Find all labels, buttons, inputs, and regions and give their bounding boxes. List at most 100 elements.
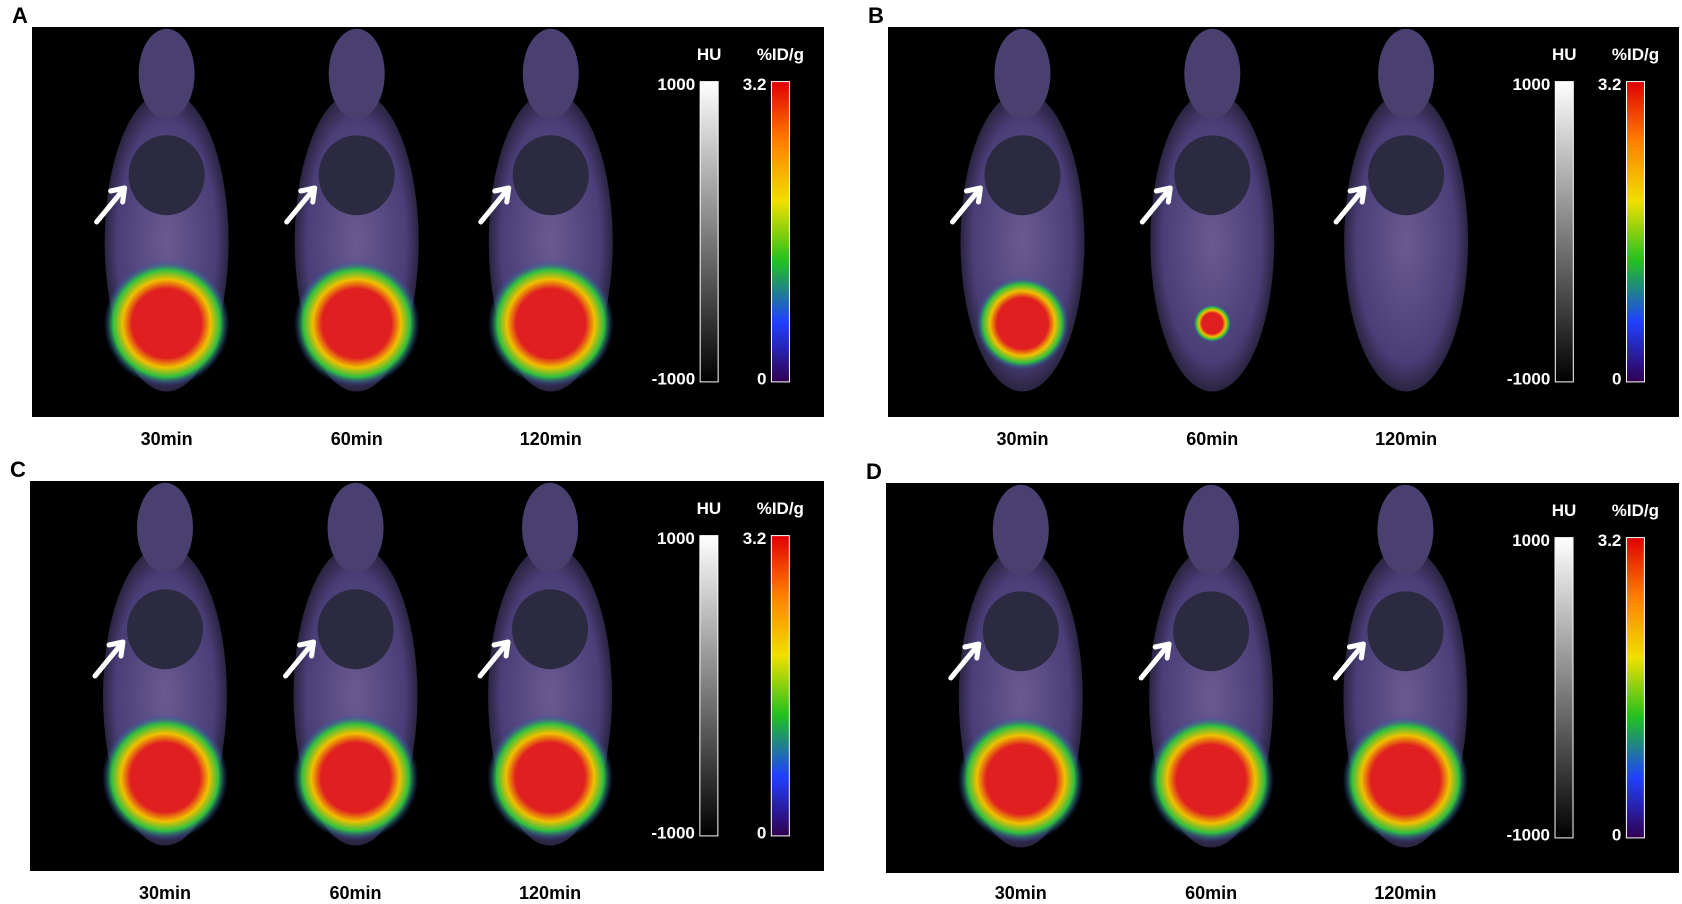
arrow	[1332, 641, 1366, 681]
mouse-image	[94, 28, 230, 392]
time-label: 120min	[1375, 429, 1437, 449]
mouse-image	[1139, 28, 1275, 392]
mouse-head	[327, 482, 384, 573]
mouse-chest	[1367, 591, 1444, 672]
panel-label: A	[12, 3, 28, 28]
colorbar-label: HU	[697, 45, 722, 64]
bladder-uptake	[957, 716, 1084, 843]
colorbar-label: 0	[1612, 369, 1621, 388]
time-label: 120min	[1374, 883, 1436, 903]
time-label: 30min	[995, 883, 1047, 903]
colorbar-label: %ID/g	[757, 499, 804, 518]
arrow	[1139, 185, 1173, 225]
time-label: 60min	[1185, 883, 1237, 903]
pet-colorbar	[1625, 81, 1645, 383]
arrow	[92, 639, 126, 679]
arrow	[1138, 641, 1172, 681]
colorbar-label: 0	[757, 369, 766, 388]
pet-colorbar	[1625, 537, 1645, 839]
arrow	[949, 185, 983, 225]
mouse-head	[1378, 28, 1435, 119]
mouse-image	[478, 28, 614, 392]
mouse-head	[328, 28, 385, 119]
hu-colorbar	[1554, 81, 1574, 383]
colorbar-label: 1000	[657, 75, 695, 94]
hu-colorbar	[699, 81, 719, 383]
colorbar-label: 0	[1612, 825, 1621, 844]
colorbar-label: 0	[757, 823, 766, 842]
bladder-uptake	[487, 714, 614, 841]
colorbar-label: 1000	[1512, 531, 1550, 550]
mouse-head	[994, 28, 1051, 119]
bladder-uptake	[1148, 716, 1275, 843]
arrow	[478, 185, 512, 225]
hu-colorbar	[1554, 537, 1574, 839]
mouse-image	[477, 482, 614, 846]
mouse-image	[1333, 28, 1469, 392]
pet-colorbar	[770, 81, 790, 383]
colorbar-label: -1000	[1507, 825, 1550, 844]
panel-label: D	[866, 459, 882, 484]
time-label: 60min	[330, 883, 382, 903]
time-label: 30min	[996, 429, 1048, 449]
time-label: 30min	[141, 429, 193, 449]
mouse-image	[948, 484, 1084, 848]
mouse-head	[1184, 28, 1241, 119]
bladder-uptake	[103, 260, 230, 387]
mouse-head	[992, 484, 1049, 575]
bladder-uptake	[1193, 304, 1232, 343]
panel-label: B	[868, 3, 884, 28]
bladder-uptake	[487, 260, 614, 387]
bladder-uptake	[293, 260, 420, 387]
colorbar-label: 3.2	[1598, 531, 1622, 550]
bladder-uptake	[292, 714, 419, 841]
mouse-chest	[982, 591, 1059, 672]
colorbar-label: HU	[1552, 45, 1577, 64]
mouse-chest	[126, 589, 203, 670]
colorbar-label: HU	[1552, 501, 1577, 520]
time-label: 60min	[331, 429, 383, 449]
mouse-chest	[128, 135, 205, 216]
colorbar-label: %ID/g	[1612, 45, 1659, 64]
mouse-image	[284, 28, 420, 392]
mouse-head	[136, 482, 193, 573]
colorbar-label: 1000	[657, 529, 695, 548]
arrow	[94, 185, 128, 225]
mouse-image	[92, 482, 228, 846]
colorbar-label: HU	[697, 499, 722, 518]
bladder-uptake	[1342, 716, 1469, 843]
mouse-chest	[512, 135, 589, 216]
mouse-chest	[1368, 135, 1445, 216]
mouse-chest	[512, 589, 589, 670]
colorbar-label: 3.2	[743, 75, 767, 94]
arrow	[283, 639, 317, 679]
mouse-image	[283, 482, 419, 846]
mouse-head	[522, 28, 579, 119]
mouse-chest	[318, 135, 395, 216]
arrow	[284, 185, 318, 225]
mouse-image	[949, 28, 1085, 392]
colorbar-label: 1000	[1512, 75, 1550, 94]
arrow	[948, 641, 982, 681]
time-label: 30min	[139, 883, 191, 903]
colorbar-label: 3.2	[743, 529, 767, 548]
mouse-chest	[317, 589, 394, 670]
bladder-uptake	[975, 276, 1069, 370]
colorbar-label: %ID/g	[1612, 501, 1659, 520]
mouse-chest	[984, 135, 1061, 216]
colorbar-label: -1000	[1507, 369, 1550, 388]
mouse-head	[522, 482, 579, 573]
mouse-chest	[1173, 591, 1250, 672]
time-label: 120min	[520, 429, 582, 449]
panel-label: C	[10, 457, 26, 482]
mouse-head	[1183, 484, 1240, 575]
colorbar-label: -1000	[652, 369, 695, 388]
arrow	[1333, 185, 1367, 225]
time-label: 60min	[1186, 429, 1238, 449]
mouse-image	[1138, 484, 1275, 848]
colorbar-label: %ID/g	[757, 45, 804, 64]
mouse-head	[1377, 484, 1434, 575]
time-label: 120min	[519, 883, 581, 903]
mouse-head	[138, 28, 195, 119]
